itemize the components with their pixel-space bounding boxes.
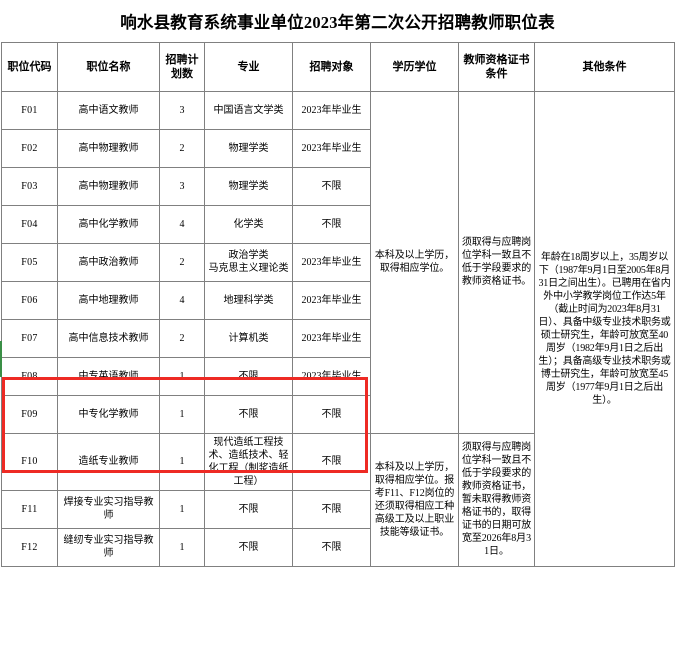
cell-name: 中专化学教师 (57, 394, 160, 434)
column-header-plan: 招聘计划数 (159, 41, 205, 92)
table-row: F05 高中政治教师 2 政治学类 马克思主义理论类 2023年毕业生 (1, 242, 675, 282)
cell-code: F07 (1, 318, 58, 358)
cell-target: 2023年毕业生 (292, 128, 371, 168)
cell-plan: 2 (159, 242, 205, 282)
cell-code: F08 (1, 356, 58, 396)
cell-target: 2023年毕业生 (292, 242, 371, 282)
cell-major: 物理学类 (204, 166, 293, 206)
cell-plan: 1 (159, 394, 205, 434)
cell-target: 不限 (292, 166, 371, 206)
cell-plan: 2 (159, 128, 205, 168)
cell-major: 现代造纸工程技术、造纸技术、轻化工程（制浆造纸工程） (204, 432, 293, 491)
cell-plan: 4 (159, 280, 205, 320)
cell-plan: 2 (159, 318, 205, 358)
table-row: F03 高中物理教师 3 物理学类 不限 (1, 166, 675, 206)
cell-code: F02 (1, 128, 58, 168)
cell-major: 地理科学类 (204, 280, 293, 320)
cell-name: 焊接专业实习指导教师 (57, 489, 160, 529)
cell-major: 不限 (204, 489, 293, 529)
column-header-certificate: 教师资格证书条件 (458, 41, 535, 92)
cell-code: F01 (1, 90, 58, 130)
column-header-education: 学历学位 (370, 41, 459, 92)
cell-name: 高中语文教师 (57, 90, 160, 130)
cell-major: 不限 (204, 356, 293, 396)
cell-target: 不限 (292, 394, 371, 434)
table-row: F12 缝纫专业实习指导教师 1 不限 不限 (1, 527, 675, 567)
cell-certificate-lower: 须取得与应聘岗位学科一致且不低于学段要求的教师资格证书，暂未取得教师资格证书的，… (458, 432, 535, 567)
column-header-major: 专业 (204, 41, 293, 92)
table-row: F07 高中信息技术教师 2 计算机类 2023年毕业生 (1, 318, 675, 358)
cell-plan: 4 (159, 204, 205, 244)
cell-name: 高中物理教师 (57, 128, 160, 168)
cell-name: 高中地理教师 (57, 280, 160, 320)
cell-major: 物理学类 (204, 128, 293, 168)
cell-plan: 1 (159, 489, 205, 529)
cell-code: F11 (1, 489, 58, 529)
cell-certificate-upper: 须取得与应聘岗位学科一致且不低于学段要求的教师资格证书。 (458, 90, 535, 434)
cell-target: 2023年毕业生 (292, 318, 371, 358)
table-row: F06 高中地理教师 4 地理科学类 2023年毕业生 (1, 280, 675, 320)
cell-name: 中专英语教师 (57, 356, 160, 396)
column-header-code: 职位代码 (1, 41, 58, 92)
cell-code: F12 (1, 527, 58, 567)
job-position-table: 职位代码 职位名称 招聘计划数 专业 招聘对象 学历学位 教师资格证书条件 其他… (1, 41, 675, 567)
table-row: F10 造纸专业教师 1 现代造纸工程技术、造纸技术、轻化工程（制浆造纸工程） … (1, 432, 675, 567)
cell-plan: 1 (159, 527, 205, 567)
green-edge-marker (0, 341, 2, 377)
column-header-target: 招聘对象 (292, 41, 371, 92)
table-row: F11 焊接专业实习指导教师 1 不限 不限 (1, 489, 675, 529)
table-row: F02 高中物理教师 2 物理学类 2023年毕业生 (1, 128, 675, 168)
cell-code: F04 (1, 204, 58, 244)
cell-major: 政治学类 马克思主义理论类 (204, 242, 293, 282)
cell-name: 高中化学教师 (57, 204, 160, 244)
table-row: F04 高中化学教师 4 化学类 不限 (1, 204, 675, 244)
cell-code: F05 (1, 242, 58, 282)
page-title: 响水县教育系统事业单位2023年第二次公开招聘教师职位表 (120, 13, 555, 32)
cell-target: 2023年毕业生 (292, 280, 371, 320)
cell-major: 不限 (204, 527, 293, 567)
column-header-other: 其他条件 (534, 41, 675, 92)
cell-target: 不限 (292, 432, 371, 491)
cell-code: F09 (1, 394, 58, 434)
cell-target: 不限 (292, 489, 371, 529)
cell-major: 中国语言文学类 (204, 90, 293, 130)
cell-major: 计算机类 (204, 318, 293, 358)
table-row: F09 中专化学教师 1 不限 不限 (1, 394, 675, 434)
cell-code: F03 (1, 166, 58, 206)
cell-major: 不限 (204, 394, 293, 434)
cell-name: 缝纫专业实习指导教师 (57, 527, 160, 567)
cell-target: 不限 (292, 527, 371, 567)
cell-education-upper: 本科及以上学历，取得相应学位。 (370, 90, 459, 434)
cell-name: 高中信息技术教师 (57, 318, 160, 358)
cell-education-lower: 本科及以上学历，取得相应学位。报考F11、F12岗位的还须取得相应工种高级工及以… (370, 432, 459, 567)
table-row: F01 高中语文教师 3 中国语言文学类 2023年毕业生 本科及以上学历，取得… (1, 90, 675, 567)
cell-name: 高中政治教师 (57, 242, 160, 282)
cell-name: 造纸专业教师 (57, 432, 160, 491)
cell-target: 2023年毕业生 (292, 90, 371, 130)
table-header-row: 职位代码 职位名称 招聘计划数 专业 招聘对象 学历学位 教师资格证书条件 其他… (1, 41, 675, 92)
cell-other-conditions: 年龄在18周岁以上，35周岁以下（1987年9月1日至2005年8月31日之间出… (534, 90, 675, 567)
column-header-name: 职位名称 (57, 41, 160, 92)
cell-plan: 3 (159, 166, 205, 206)
table-row: F08 中专英语教师 1 不限 2023年毕业生 (1, 356, 675, 396)
cell-code: F10 (1, 432, 58, 491)
cell-plan: 3 (159, 90, 205, 130)
cell-target: 不限 (292, 204, 371, 244)
cell-code: F06 (1, 280, 58, 320)
cell-major: 化学类 (204, 204, 293, 244)
cell-target: 2023年毕业生 (292, 356, 371, 396)
cell-name: 高中物理教师 (57, 166, 160, 206)
cell-plan: 1 (159, 356, 205, 396)
cell-plan: 1 (159, 432, 205, 491)
